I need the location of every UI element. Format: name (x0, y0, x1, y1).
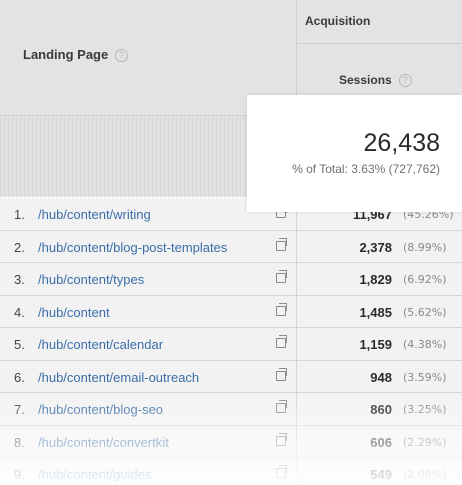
sessions-value: 1,159 (359, 337, 392, 352)
landing-page-link[interactable]: /hub/content/blog-post-templates (38, 239, 228, 255)
sessions-value: 2,378 (359, 239, 392, 255)
sessions-cell: 606 (2.29%) (296, 425, 462, 457)
landing-page-link[interactable]: /hub/content/calendar (38, 337, 164, 352)
row-number: 5. (14, 337, 25, 352)
sessions-percentage: (2.29%) (403, 435, 447, 449)
table-row: 5. /hub/content/calendar 1,159 (4.38%) (0, 328, 462, 361)
landing-page-link[interactable]: /hub/content/blog-seo (38, 402, 164, 417)
row-number: 9. (14, 467, 25, 482)
external-link-icon[interactable] (276, 237, 287, 251)
table-row: 6. /hub/content/email-outreach 948 (3.59… (0, 360, 462, 393)
landing-page-link[interactable]: /hub/content/types (38, 272, 145, 287)
sessions-value: 549 (370, 467, 392, 482)
sessions-value: 606 (370, 434, 392, 450)
landing-page-link[interactable]: /hub/content/writing (38, 207, 151, 222)
help-icon[interactable]: ? (115, 49, 129, 62)
row-number: 4. (14, 304, 25, 320)
table-row: 8. /hub/content/convertkit 606 (2.29%) (0, 425, 462, 458)
sessions-total-percentage: % of Total: 3.63% (727,762) (292, 162, 440, 176)
external-link-icon[interactable] (276, 335, 287, 348)
table-row: 3. /hub/content/types 1,829 (6.92%) (0, 263, 462, 296)
external-link-icon[interactable] (276, 367, 287, 381)
row-number: 8. (14, 434, 25, 450)
row-number: 1. (14, 207, 25, 222)
landing-page-link[interactable]: /hub/content/guides (38, 467, 152, 482)
sessions-percentage: (4.38%) (403, 338, 447, 351)
external-link-icon[interactable] (276, 400, 287, 413)
sessions-cell: 1,485 (5.62%) (296, 295, 462, 327)
sessions-cell: 860 (3.25%) (296, 393, 462, 425)
row-number: 2. (14, 239, 25, 255)
external-link-icon[interactable] (276, 270, 287, 283)
landing-page-table-body: 1. /hub/content/writing 11,967 (45.26%) … (0, 198, 462, 485)
sessions-total-value: 26,438 (363, 129, 440, 157)
sessions-cell: 549 (2.08%) (296, 458, 462, 485)
table-row: 2. /hub/content/blog-post-templates 2,37… (0, 230, 462, 263)
sessions-value: 948 (370, 369, 392, 385)
table-row: 7. /hub/content/blog-seo 860 (3.25%) (0, 393, 462, 426)
sessions-percentage: (3.25%) (403, 403, 447, 416)
sessions-header-label: Sessions? (339, 73, 412, 87)
sessions-value: 860 (370, 402, 392, 417)
landing-page-column-header[interactable]: Landing Page? (0, 0, 296, 115)
row-number: 3. (14, 272, 25, 287)
sessions-value: 1,829 (359, 272, 392, 287)
landing-page-header-label: Landing Page? (23, 47, 129, 62)
table-row: 4. /hub/content 1,485 (5.62%) (0, 295, 462, 328)
row-number: 7. (14, 402, 25, 417)
sessions-percentage: (6.92%) (403, 273, 447, 286)
landing-page-link[interactable]: /hub/content/convertkit (38, 434, 169, 450)
row-number: 6. (14, 369, 25, 385)
sessions-cell: 1,159 (4.38%) (296, 328, 462, 360)
sessions-total-summary: 26,438 % of Total: 3.63% (727,762) (247, 95, 462, 212)
acquisition-header-label: Acquisition (305, 14, 371, 28)
sessions-cell: 2,378 (8.99%) (296, 230, 462, 262)
sessions-percentage: (2.08%) (403, 468, 447, 481)
sessions-percentage: (8.99%) (403, 240, 447, 254)
landing-page-link[interactable]: /hub/content/email-outreach (38, 369, 200, 385)
sessions-value: 1,485 (359, 304, 392, 320)
landing-page-link[interactable]: /hub/content (38, 304, 110, 320)
external-link-icon[interactable] (276, 432, 287, 446)
sessions-percentage: (3.59%) (403, 370, 447, 384)
table-row: 9. /hub/content/guides 549 (2.08%) (0, 458, 462, 485)
external-link-icon[interactable] (276, 465, 287, 478)
help-icon[interactable]: ? (398, 74, 412, 87)
external-link-icon[interactable] (276, 302, 287, 316)
sessions-cell: 1,829 (6.92%) (296, 263, 462, 295)
sessions-cell: 948 (3.59%) (296, 360, 462, 392)
sessions-percentage: (5.62%) (403, 305, 447, 319)
acquisition-group-header: Acquisition (296, 0, 462, 44)
